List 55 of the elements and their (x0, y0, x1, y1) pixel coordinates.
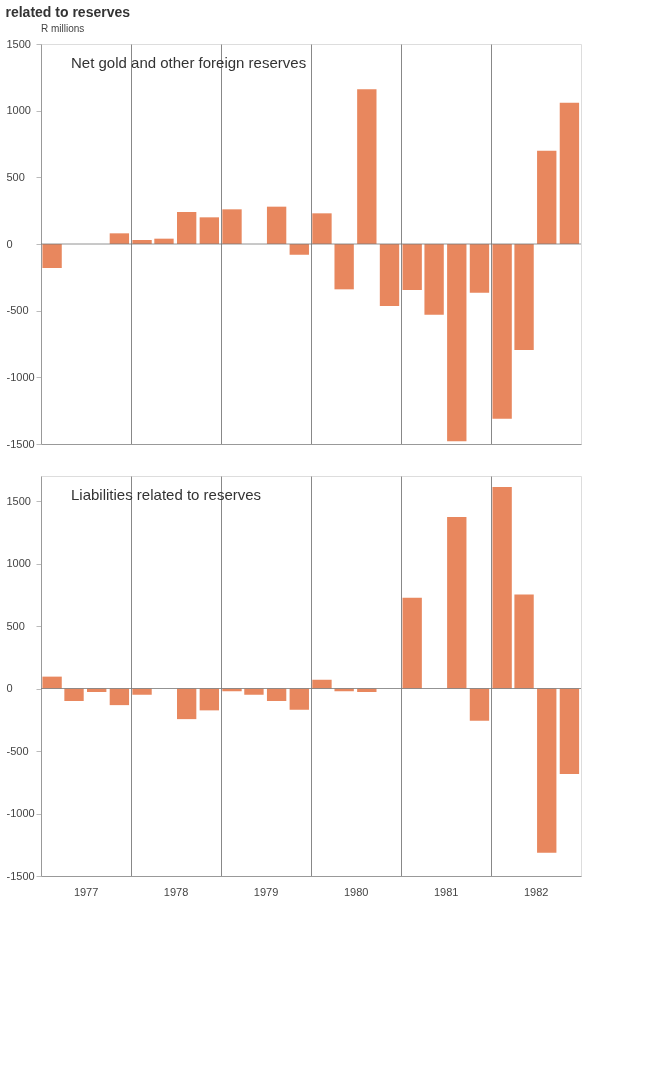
y-tick-label: -500 (6, 304, 29, 317)
x-tick-label: 1981 (433, 885, 459, 898)
y-tick-label: -1000 (6, 370, 35, 383)
bar (559, 102, 580, 244)
bar (537, 688, 557, 853)
bar (64, 688, 84, 701)
y-tick-label: 500 (6, 619, 25, 632)
bar (289, 244, 309, 255)
bar (469, 244, 490, 293)
bar (514, 594, 534, 689)
bar (199, 688, 220, 711)
bar (109, 233, 130, 244)
bar (334, 244, 354, 290)
bar (357, 89, 377, 244)
bar (492, 486, 512, 689)
x-tick-label: 1978 (163, 885, 189, 898)
y-tick-label: 0 (6, 682, 13, 694)
y-tick-label: 1500 (6, 494, 31, 507)
bar (266, 206, 287, 244)
y-tick-label: -1000 (6, 807, 35, 819)
y-axis-title: R millions (41, 23, 85, 34)
y-tick-label: 1500 (6, 37, 31, 50)
bar (42, 676, 62, 689)
bar (469, 688, 490, 721)
bar (447, 244, 467, 442)
y-tick-label: 1000 (6, 557, 31, 569)
bar (514, 244, 534, 350)
x-tick-label: 1979 (253, 885, 279, 898)
bar (492, 244, 512, 419)
x-tick-label: 1977 (73, 885, 99, 898)
x-tick-label: 1980 (343, 885, 369, 898)
bar (222, 209, 242, 244)
y-tick-label: 0 (6, 237, 13, 250)
bar (559, 688, 580, 774)
bar (379, 244, 400, 306)
y-tick-label: 500 (6, 170, 25, 183)
bar (176, 212, 197, 244)
bar (109, 688, 130, 706)
bar (42, 244, 62, 268)
x-tick-label: 1982 (523, 885, 549, 898)
bar (424, 244, 444, 315)
bar (176, 688, 197, 720)
bar (537, 150, 557, 244)
bar (447, 516, 467, 689)
y-tick-label: -500 (6, 744, 29, 757)
bar (289, 688, 309, 710)
bar (266, 688, 287, 701)
y-tick-label: -1500 (6, 869, 35, 882)
bar (312, 213, 332, 244)
bar (199, 217, 220, 244)
y-tick-label: -1500 (6, 437, 35, 450)
text: related to reserves (5, 3, 131, 20)
bar (402, 597, 422, 689)
y-tick-label: 1000 (6, 104, 31, 117)
bar (402, 244, 422, 290)
